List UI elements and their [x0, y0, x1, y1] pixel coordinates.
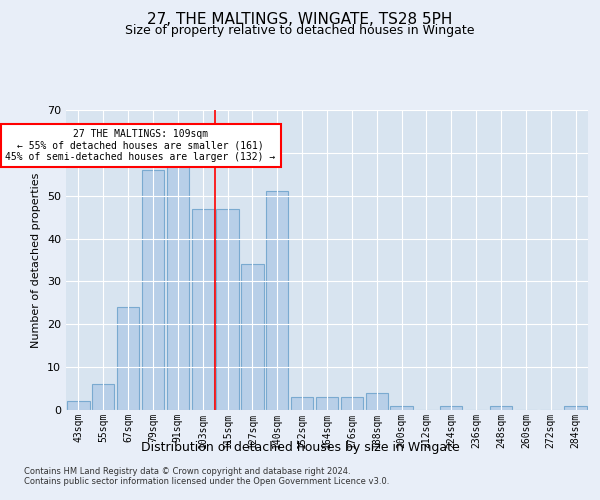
Bar — [391, 406, 413, 410]
Bar — [365, 393, 388, 410]
Bar — [316, 397, 338, 410]
Text: Contains public sector information licensed under the Open Government Licence v3: Contains public sector information licen… — [24, 477, 389, 486]
Text: 27 THE MALTINGS: 109sqm
← 55% of detached houses are smaller (161)
45% of semi-d: 27 THE MALTINGS: 109sqm ← 55% of detache… — [5, 130, 275, 162]
Bar — [92, 384, 115, 410]
Y-axis label: Number of detached properties: Number of detached properties — [31, 172, 41, 348]
Bar — [565, 406, 587, 410]
Bar — [241, 264, 263, 410]
Bar — [266, 192, 289, 410]
Text: Contains HM Land Registry data © Crown copyright and database right 2024.: Contains HM Land Registry data © Crown c… — [24, 467, 350, 476]
Bar — [291, 397, 313, 410]
Bar — [440, 406, 463, 410]
Bar — [217, 208, 239, 410]
Text: 27, THE MALTINGS, WINGATE, TS28 5PH: 27, THE MALTINGS, WINGATE, TS28 5PH — [148, 12, 452, 28]
Bar — [117, 307, 139, 410]
Bar — [490, 406, 512, 410]
Bar — [142, 170, 164, 410]
Bar — [67, 402, 89, 410]
Text: Size of property relative to detached houses in Wingate: Size of property relative to detached ho… — [125, 24, 475, 37]
Bar — [341, 397, 363, 410]
Bar — [191, 208, 214, 410]
Text: Distribution of detached houses by size in Wingate: Distribution of detached houses by size … — [140, 441, 460, 454]
Bar — [167, 166, 189, 410]
